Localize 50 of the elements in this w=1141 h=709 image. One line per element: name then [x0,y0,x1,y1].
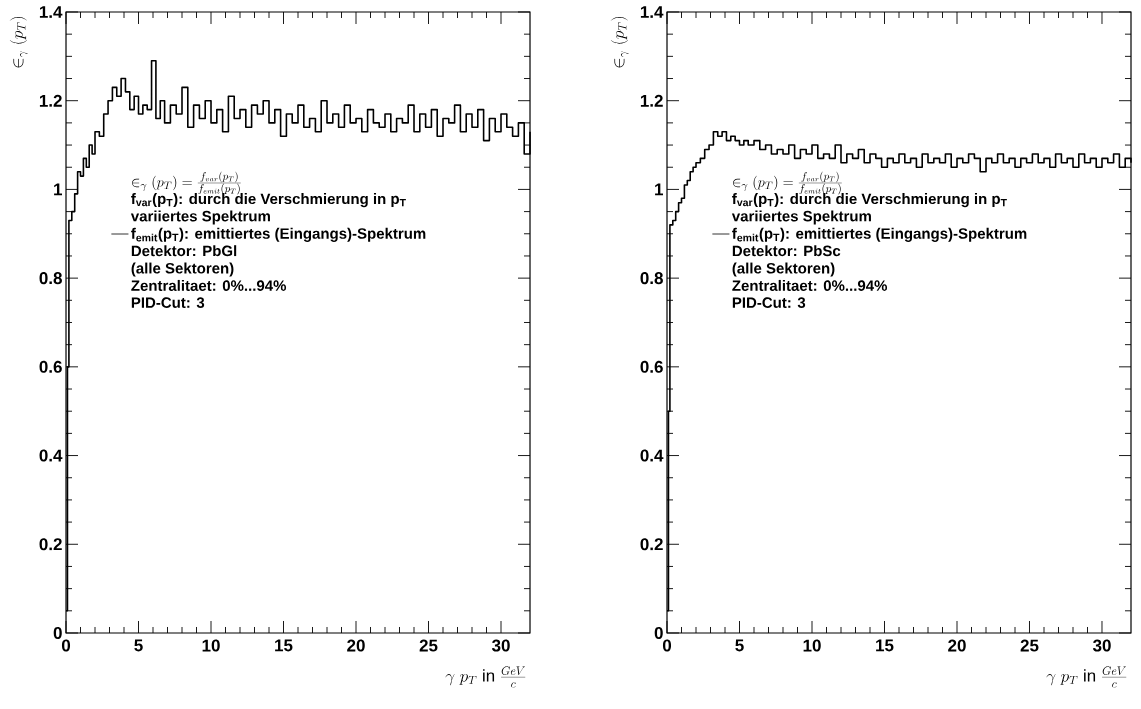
x-tick-label: 0 [61,639,71,652]
annotation: variiertes Spektrum [731,210,871,225]
x-axis-title: $\gamma\ p_{T}\ \mathrm{in}\ \frac{GeV}{c}$ [445,666,526,688]
y-tick-label: 0 [53,626,62,640]
x-tick-label: 5 [134,639,143,652]
x-tick-label: 30 [491,639,510,652]
x-tick-label: 15 [275,639,293,652]
y-tick-label: 1 [54,183,63,196]
annotation: (alle Sektoren) [131,262,234,277]
x-axis-title: $\gamma\ p_{T}\ \mathrm{in}\ \frac{GeV}{c}$ [1046,666,1127,688]
annotation: $\in_{\gamma}(p_{T})=\frac{f_{var}(p_{T})}{f_{emit}(p_{T})}$ [132,171,241,195]
y-tick-label: 0 [654,626,663,640]
x-tick-label: 10 [803,639,821,652]
y-tick-label: 0.2 [39,538,62,551]
x-tick-label: 30 [1092,639,1111,652]
y-tick-label: 0.4 [640,449,664,462]
x-tick-label: 5 [735,639,744,652]
y-tick-label: 0.6 [39,360,62,373]
y-tick-label: 0.6 [640,360,663,373]
annotation: Detektor: PbSc [732,245,841,257]
y-tick-label: 1 [655,183,663,196]
annotation: Detektor: PbGl [131,245,237,257]
y-tick-label: 1.2 [640,94,663,107]
annotation: $\in_{\gamma}(p_{T})=\frac{f_{var}(p_{T})}{f_{emit}(p_{T})}$ [733,171,842,195]
y-tick-label: 0.4 [39,449,63,462]
annotation: PID-Cut: 3 [131,297,205,308]
annotation: f$_{var}$(p$_{T}$): durch die Verschmierung in p$_{T}$ [732,193,1007,208]
annotation: (alle Sektoren) [732,262,835,277]
x-tick-label: 0 [662,639,672,652]
legend-label: f$_{emit}$(p$_{T}$): emittiertes (Eingangs)-Spektrum [732,227,1027,242]
y-tick-label: 1.4 [39,6,63,18]
legend-label: f$_{emit}$(p$_{T}$): emittiertes (Eingangs)-Spektrum [131,227,426,242]
annotation: Zentralitaet: 0%...94% [732,279,888,291]
x-tick-label: 15 [876,639,894,652]
x-tick-label: 25 [1020,639,1039,652]
annotation: f$_{var}$(p$_{T}$): durch die Verschmierung in p$_{T}$ [131,193,406,208]
x-tick-label: 10 [202,639,220,652]
annotation: variiertes Spektrum [130,210,270,225]
x-tick-label: 25 [419,639,438,652]
annotation: PID-Cut: 3 [732,297,806,308]
y-tick-label: 0.2 [640,538,663,551]
y-axis-title: $\in_{\gamma}(p_{T})$ [9,17,28,68]
y-tick-label: 0.8 [640,272,663,285]
y-axis-title: $\in_{\gamma}(p_{T})$ [610,17,629,68]
y-tick-label: 1.2 [39,94,62,107]
x-tick-label: 20 [347,639,365,652]
y-tick-label: 1.4 [640,6,664,18]
annotation: Zentralitaet: 0%...94% [131,279,287,291]
y-tick-label: 0.8 [39,272,62,285]
x-tick-label: 20 [948,639,966,652]
